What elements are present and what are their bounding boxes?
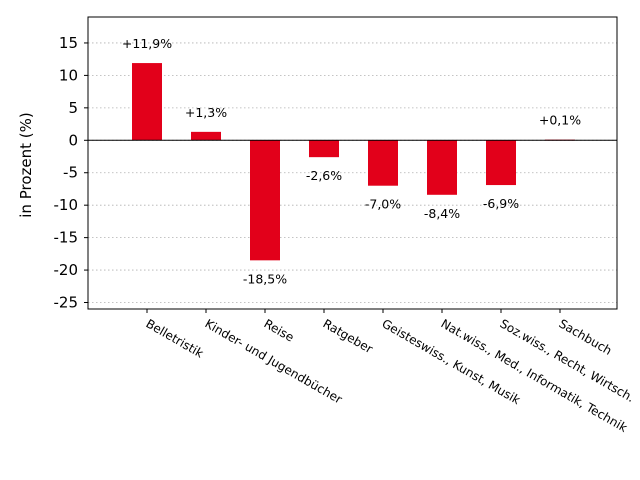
data-label: +0,1% xyxy=(539,113,581,128)
data-label: +11,9% xyxy=(122,36,172,51)
y-tick-label: -15 xyxy=(54,229,79,247)
bar xyxy=(427,140,457,195)
data-label: -7,0% xyxy=(365,197,401,212)
y-tick-label: 5 xyxy=(68,99,78,117)
data-label: -6,9% xyxy=(483,196,519,211)
y-tick-label: -10 xyxy=(54,196,79,214)
y-tick-label: 15 xyxy=(59,34,78,52)
x-tick-label: Ratgeber xyxy=(321,316,376,356)
data-label: -18,5% xyxy=(243,271,287,286)
y-tick-label: -20 xyxy=(54,261,79,279)
data-label: +1,3% xyxy=(185,105,227,120)
y-axis-title: in Prozent (%) xyxy=(17,112,35,217)
bar xyxy=(309,140,339,158)
y-tick-label: 10 xyxy=(59,66,78,84)
bar xyxy=(132,63,162,141)
x-tick-label: Belletristik xyxy=(144,316,206,360)
bars xyxy=(132,63,575,261)
bar xyxy=(368,140,398,186)
y-tick-label: 0 xyxy=(68,131,78,149)
y-tick-label: -25 xyxy=(54,294,79,312)
plot-frame xyxy=(87,16,618,310)
data-labels: +11,9% +1,3% -18,5% -2,6% -7,0% -8,4% -6,9% +0,… xyxy=(122,36,581,286)
y-tick-label: -5 xyxy=(63,164,78,182)
y-axis-ticks: 15 10 5 0 -5 -10 -15 -20 -25 xyxy=(54,34,88,312)
data-label: -8,4% xyxy=(424,206,460,221)
x-tick-label: Reise xyxy=(262,316,297,344)
bar xyxy=(486,140,516,186)
bar xyxy=(250,140,280,261)
data-label: -2,6% xyxy=(306,168,342,183)
grid-lines xyxy=(88,42,617,303)
bar xyxy=(191,131,221,141)
